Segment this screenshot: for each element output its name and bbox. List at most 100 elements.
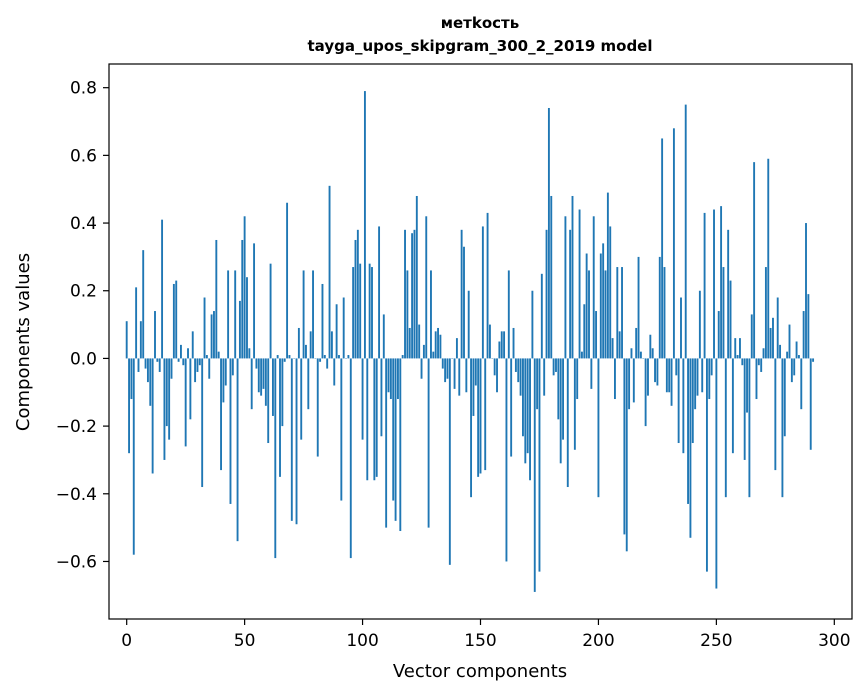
- bar: [432, 351, 435, 359]
- bar: [139, 321, 142, 359]
- bar: [271, 358, 274, 416]
- bar: [191, 331, 194, 359]
- bar: [392, 358, 395, 501]
- bar: [415, 195, 418, 359]
- bar: [154, 311, 156, 359]
- bar: [333, 358, 336, 386]
- bar: [389, 358, 392, 400]
- bar: [401, 355, 404, 359]
- bar: [552, 358, 555, 376]
- bar: [411, 233, 414, 359]
- bar: [500, 331, 503, 359]
- bar: [399, 358, 402, 532]
- bar: [670, 358, 673, 406]
- bar: [425, 216, 428, 359]
- bar: [647, 358, 649, 396]
- chart-subtitle: tayga_upos_skipgram_300_2_2019 model: [308, 37, 653, 55]
- bar: [125, 321, 128, 359]
- bar: [739, 338, 741, 359]
- bar: [597, 358, 600, 498]
- bar: [187, 348, 189, 359]
- bar: [701, 358, 704, 393]
- bar: [316, 358, 319, 457]
- bar: [135, 287, 138, 359]
- bar: [340, 358, 343, 501]
- bar: [283, 358, 286, 362]
- bar: [170, 358, 173, 379]
- bar: [632, 358, 635, 403]
- bar: [583, 304, 586, 359]
- y-tick-label: −0.2: [56, 417, 97, 437]
- bar: [590, 358, 593, 389]
- bar: [172, 283, 175, 359]
- bar: [734, 338, 737, 359]
- bar: [319, 358, 322, 362]
- plot-frame: [108, 63, 853, 620]
- bar: [677, 358, 680, 444]
- bar: [812, 358, 815, 362]
- bar: [793, 358, 796, 376]
- bar: [703, 212, 706, 359]
- bar: [380, 358, 383, 437]
- bar: [295, 358, 298, 525]
- bar: [250, 358, 253, 410]
- bar: [576, 358, 579, 400]
- bar: [760, 358, 763, 372]
- bar: [741, 358, 744, 366]
- bar: [373, 358, 376, 481]
- bar: [404, 229, 406, 359]
- y-axis-label: Components values: [13, 253, 34, 431]
- bar: [602, 243, 605, 359]
- bar: [198, 358, 201, 366]
- bar: [790, 358, 793, 383]
- y-tick-label: 0.8: [70, 79, 97, 99]
- bar: [161, 219, 164, 359]
- bar: [616, 267, 619, 359]
- bar: [519, 358, 522, 396]
- bar: [163, 358, 166, 460]
- bar: [503, 331, 506, 359]
- bar: [630, 348, 633, 359]
- bar: [437, 327, 439, 359]
- x-axis-label: Vector components: [393, 661, 567, 682]
- bar: [246, 277, 248, 359]
- bar: [208, 358, 211, 379]
- bar: [361, 358, 364, 440]
- bar: [512, 327, 515, 359]
- bar: [729, 280, 732, 359]
- bar: [455, 338, 458, 359]
- x-tick-label: 0: [121, 631, 132, 651]
- bar: [524, 358, 527, 464]
- bar: [253, 243, 256, 359]
- bar: [132, 358, 135, 555]
- bar: [715, 358, 718, 589]
- bar: [430, 270, 432, 359]
- bar: [427, 358, 430, 528]
- bar: [488, 324, 491, 359]
- bar: [682, 358, 685, 454]
- bar: [477, 358, 480, 477]
- bar: [800, 358, 803, 410]
- bar: [177, 358, 180, 362]
- bar: [555, 358, 557, 372]
- bar: [517, 358, 520, 383]
- bar: [569, 229, 572, 359]
- bar: [349, 358, 352, 559]
- bar: [307, 358, 310, 410]
- bar: [529, 358, 531, 481]
- bar: [595, 311, 598, 359]
- bar: [772, 317, 774, 359]
- bar: [281, 358, 284, 427]
- bar: [394, 358, 397, 521]
- bar: [229, 358, 232, 504]
- x-tick-label: 300: [818, 631, 850, 651]
- bar: [675, 358, 678, 376]
- bar: [566, 358, 569, 488]
- bar: [547, 107, 550, 359]
- bar: [321, 283, 324, 359]
- bar: [573, 358, 576, 450]
- bar: [720, 206, 723, 359]
- bar: [628, 358, 631, 410]
